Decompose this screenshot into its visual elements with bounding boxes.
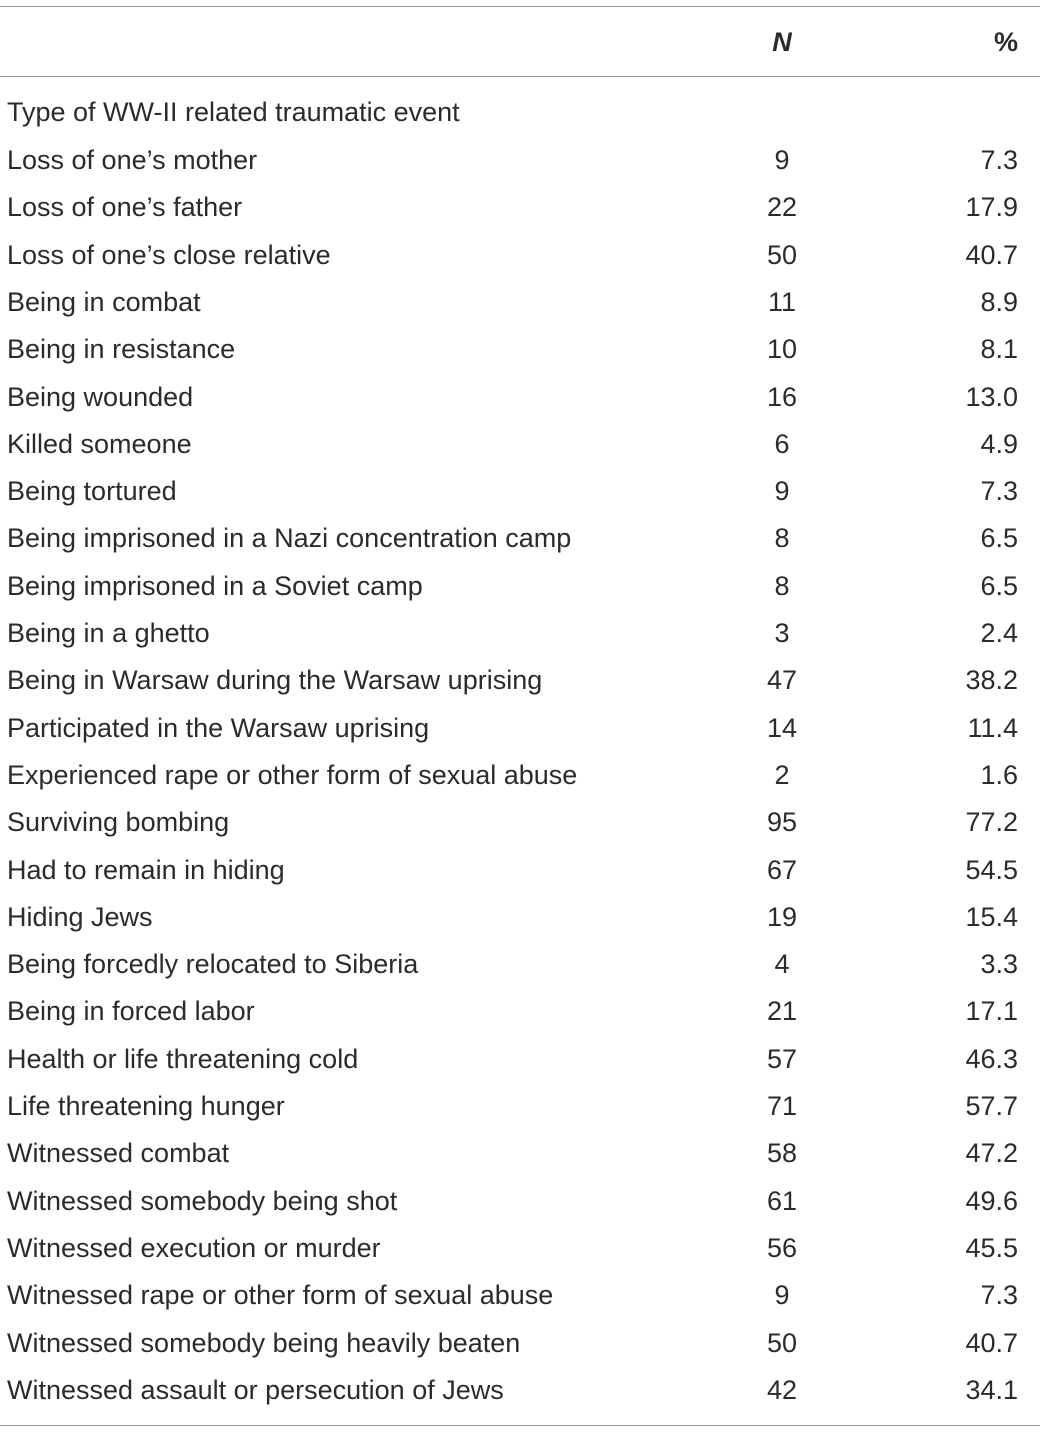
row-label: Participated in the Warsaw uprising	[7, 712, 430, 743]
cell-percent: 11.4	[967, 712, 1018, 743]
row-label: Being in resistance	[7, 334, 236, 365]
cell-percent: 46.3	[965, 1043, 1018, 1074]
cell-n: 9	[774, 1280, 790, 1311]
cell-n: 9	[774, 476, 790, 507]
row-label: Being tortured	[7, 476, 177, 507]
row-label: Health or life threatening cold	[7, 1043, 359, 1074]
cell-percent: 13.0	[965, 381, 1018, 412]
cell-n: 71	[766, 1091, 798, 1121]
row-label: Surviving bombing	[7, 807, 230, 838]
row-label: Witnessed somebody being shot	[7, 1185, 398, 1216]
cell-n: 95	[766, 807, 798, 838]
cell-percent: 40.7	[965, 239, 1018, 270]
cell-percent: 6.5	[980, 570, 1018, 601]
row-label: Being in Warsaw during the Warsaw uprisi…	[7, 665, 543, 696]
cell-percent: 40.7	[965, 1327, 1018, 1358]
cell-n: 57	[766, 1043, 798, 1074]
cell-n: 2	[774, 759, 790, 790]
header-n: N	[772, 27, 792, 57]
cell-percent: 1.6	[980, 759, 1018, 790]
cell-n: 6	[774, 428, 790, 459]
cell-n: 8	[774, 570, 790, 601]
cell-percent: 2.4	[980, 618, 1018, 648]
cell-n: 56	[766, 1232, 798, 1263]
cell-n: 58	[766, 1138, 798, 1169]
cell-percent: 4.9	[980, 428, 1018, 459]
row-label: Loss of one’s close relative	[7, 239, 331, 270]
cell-percent: 7.3	[980, 145, 1018, 175]
cell-n: 22	[766, 192, 798, 223]
cell-percent: 38.2	[965, 665, 1018, 696]
row-label: Being imprisoned in a Nazi concentration…	[7, 523, 572, 554]
cell-n: 67	[766, 854, 798, 885]
header-percent: %	[993, 27, 1018, 57]
top-rule	[0, 6, 1040, 7]
header-rule	[0, 76, 1040, 77]
cell-percent: 54.5	[965, 854, 1018, 885]
row-label: Hiding Jews	[7, 901, 153, 932]
row-label: Witnessed rape or other form of sexual a…	[7, 1280, 554, 1311]
cell-percent: 49.6	[965, 1185, 1018, 1216]
cell-percent: 17.1	[965, 996, 1018, 1027]
cell-percent: 57.7	[965, 1091, 1018, 1121]
row-label: Witnessed assault or persecution of Jews	[7, 1374, 504, 1405]
cell-percent: 45.5	[965, 1232, 1018, 1263]
cell-n: 50	[766, 1327, 798, 1358]
row-label: Had to remain in hiding	[7, 854, 285, 885]
cell-n: 61	[766, 1185, 798, 1216]
cell-n: 11	[767, 286, 797, 317]
row-label: Being in a ghetto	[7, 618, 210, 648]
row-label: Life threatening hunger	[7, 1091, 285, 1121]
bottom-rule	[0, 1425, 1040, 1426]
cell-n: 21	[766, 996, 798, 1027]
cell-n: 4	[774, 949, 790, 980]
cell-percent: 7.3	[980, 476, 1018, 507]
cell-percent: 77.2	[965, 807, 1018, 838]
cell-n: 10	[766, 334, 798, 365]
cell-n: 47	[766, 665, 798, 696]
row-label: Being wounded	[7, 381, 194, 412]
cell-n: 14	[766, 712, 798, 743]
cell-percent: 34.1	[965, 1374, 1018, 1405]
row-label: Being imprisoned in a Soviet camp	[7, 570, 423, 601]
row-label: Being forcedly relocated to Siberia	[7, 949, 419, 980]
cell-percent: 17.9	[965, 192, 1018, 223]
row-label: Killed someone	[7, 428, 192, 459]
cell-n: 9	[774, 145, 790, 175]
row-label: Experienced rape or other form of sexual…	[7, 759, 578, 790]
row-label: Being in combat	[7, 286, 201, 317]
cell-percent: 47.2	[965, 1138, 1018, 1169]
row-label: Loss of one’s mother	[7, 145, 258, 175]
cell-n: 8	[774, 523, 790, 554]
row-label: Witnessed execution or murder	[7, 1232, 381, 1263]
cell-n: 3	[774, 618, 790, 648]
cell-n: 50	[766, 239, 798, 270]
row-label: Witnessed somebody being heavily beaten	[7, 1327, 521, 1358]
row-label: Being in forced labor	[7, 996, 255, 1027]
cell-n: 16	[766, 381, 798, 412]
row-label: Witnessed combat	[7, 1138, 230, 1169]
cell-n: 42	[766, 1374, 798, 1405]
cell-percent: 15.4	[965, 901, 1018, 932]
cell-percent: 7.3	[980, 1280, 1018, 1311]
cell-n: 19	[766, 901, 798, 932]
cell-percent: 8.9	[980, 286, 1018, 317]
cell-percent: 8.1	[980, 334, 1018, 365]
section-label: Type of WW-II related traumatic event	[7, 97, 460, 127]
row-label: Loss of one’s father	[7, 192, 243, 223]
cell-percent: 3.3	[980, 949, 1018, 980]
cell-percent: 6.5	[980, 523, 1018, 554]
